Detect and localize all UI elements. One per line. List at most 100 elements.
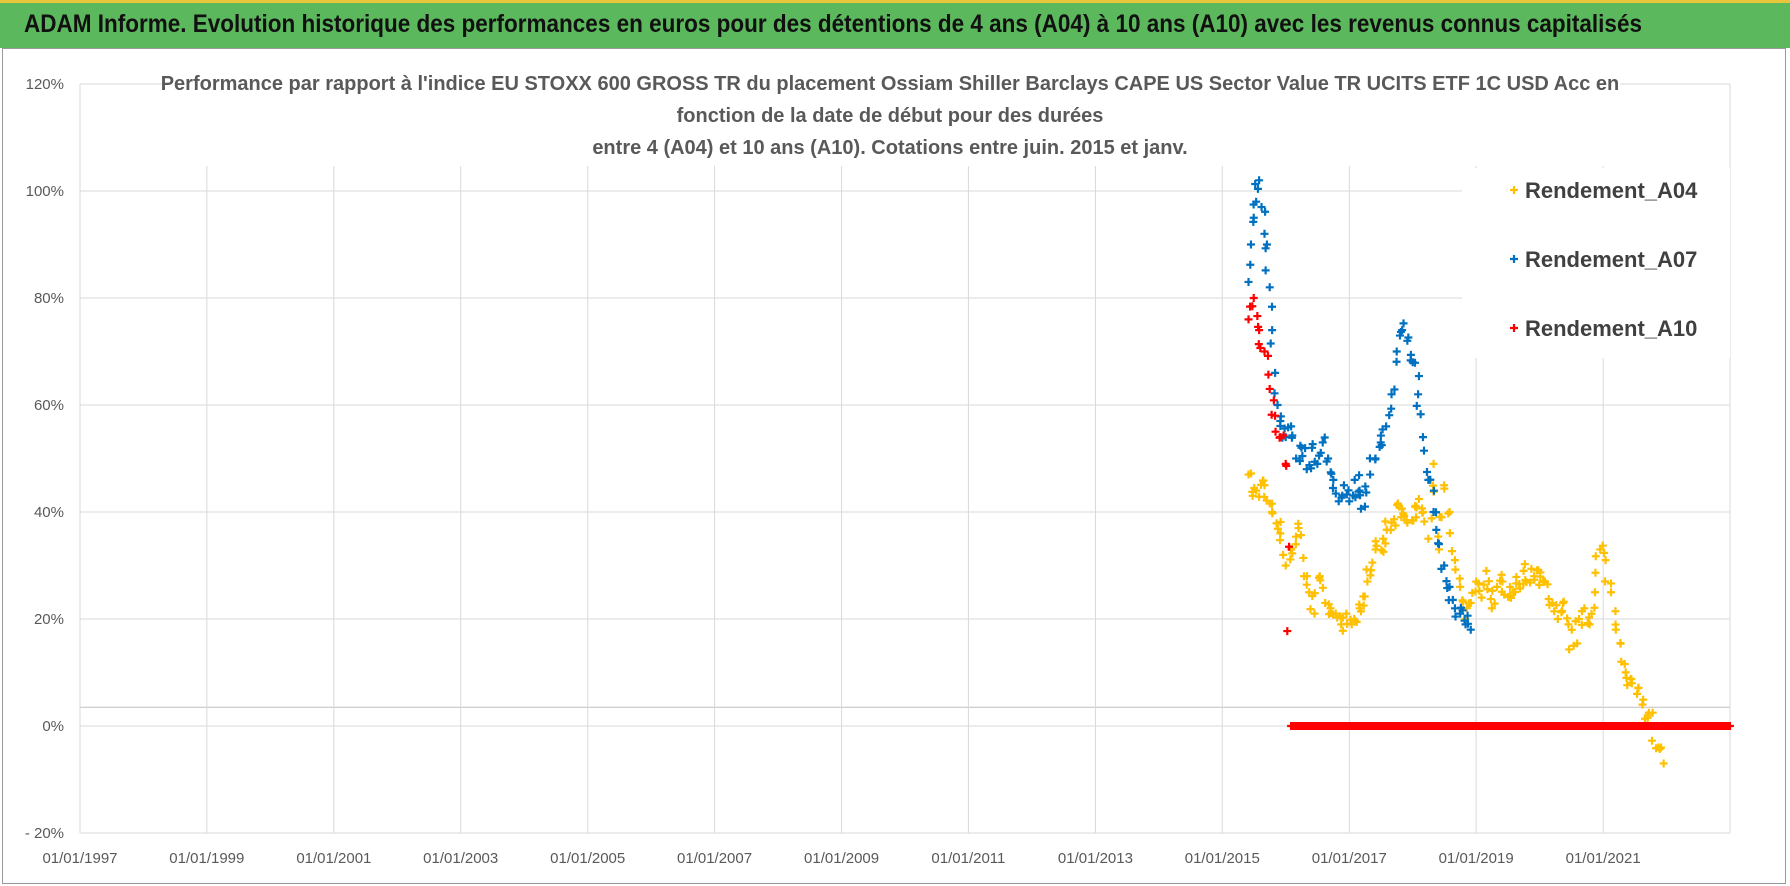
- data-point: [1271, 427, 1280, 436]
- data-point: [1246, 240, 1255, 249]
- data-point: [1257, 203, 1266, 212]
- data-point: [1484, 577, 1493, 586]
- data-point: [1392, 357, 1401, 366]
- data-point: [1486, 595, 1495, 604]
- data-point: [1440, 561, 1449, 570]
- data-point: [1418, 508, 1427, 517]
- data-point: [1567, 625, 1576, 634]
- legend-marker: [1510, 255, 1518, 263]
- data-point: [1585, 620, 1594, 629]
- data-point: [1444, 509, 1453, 518]
- chart-frame: [2, 48, 1786, 884]
- title-backdrop: [170, 66, 1620, 166]
- data-point: [1255, 326, 1264, 335]
- data-point: [1249, 213, 1258, 222]
- data-point: [1331, 609, 1340, 618]
- data-point: [1416, 410, 1425, 419]
- data-point: [1302, 572, 1311, 581]
- y-tick-label: - 20%: [25, 825, 64, 842]
- data-point: [1458, 596, 1467, 605]
- data-point: [1466, 625, 1475, 634]
- chart-title-line: fonction de la date de début pour des du…: [677, 105, 1104, 127]
- data-point: [1331, 489, 1340, 498]
- x-tick-label: 01/01/2001: [296, 850, 371, 867]
- data-point: [1456, 582, 1465, 591]
- data-point: [1281, 561, 1290, 570]
- data-point: [1261, 266, 1270, 275]
- data-point: [1286, 555, 1295, 564]
- chart-title-line: Performance par rapport à l'indice EU ST…: [161, 73, 1620, 95]
- data-point: [1296, 531, 1305, 540]
- data-point: [1434, 539, 1443, 548]
- data-point: [1506, 582, 1515, 591]
- data-point: [1371, 537, 1380, 546]
- data-point: [1548, 598, 1557, 607]
- data-point: [1342, 609, 1351, 618]
- data-point: [1412, 503, 1421, 512]
- data-point: [1398, 326, 1407, 335]
- data-point: [1355, 471, 1364, 480]
- data-point: [1270, 389, 1279, 398]
- data-point: [1266, 339, 1275, 348]
- data-points: [1244, 176, 1734, 768]
- data-point: [1483, 585, 1492, 594]
- data-point: [1577, 620, 1586, 629]
- data-point: [1429, 486, 1438, 495]
- data-point: [1382, 422, 1391, 431]
- data-point: [1591, 552, 1600, 561]
- data-point: [1359, 592, 1368, 601]
- data-point: [1534, 566, 1543, 575]
- data-point: [1288, 549, 1297, 558]
- x-tick-label: 01/01/2009: [804, 850, 879, 867]
- data-point: [1601, 577, 1609, 586]
- data-point: [1431, 508, 1440, 517]
- data-point: [1559, 597, 1568, 606]
- data-point: [1294, 524, 1303, 533]
- x-tick-label: 01/01/2013: [1058, 850, 1133, 867]
- data-point: [1313, 459, 1322, 468]
- data-point: [1387, 404, 1396, 413]
- legend-backdrop: [1462, 168, 1730, 358]
- data-point: [1299, 553, 1308, 562]
- data-point: [1463, 611, 1472, 620]
- x-tick-label: 01/01/2007: [677, 850, 752, 867]
- data-point: [1492, 582, 1501, 591]
- data-point: [1351, 617, 1360, 626]
- data-point: [1564, 620, 1573, 629]
- data-point: [1543, 580, 1552, 589]
- data-point: [1455, 574, 1464, 583]
- data-point: [1500, 590, 1509, 599]
- data-point: [1590, 588, 1599, 597]
- data-point: [1506, 592, 1515, 601]
- data-point: [1381, 539, 1390, 548]
- data-point: [1392, 347, 1401, 356]
- data-point: [1363, 577, 1372, 586]
- data-point: [1442, 577, 1451, 586]
- y-tick-label: 100%: [26, 183, 64, 200]
- data-point: [1655, 744, 1664, 753]
- data-point: [1638, 700, 1647, 709]
- data-point: [1563, 614, 1572, 623]
- data-point: [1291, 540, 1300, 549]
- data-point: [1659, 759, 1668, 768]
- data-point: [1488, 586, 1497, 595]
- data-point: [1262, 496, 1271, 505]
- data-point: [1466, 598, 1475, 607]
- data-point: [1344, 486, 1353, 495]
- data-point: [1427, 514, 1436, 523]
- data-point: [1260, 347, 1269, 356]
- data-point: [1271, 368, 1280, 377]
- data-point: [1437, 513, 1446, 522]
- data-point: [1400, 511, 1409, 520]
- data-point: [1606, 588, 1615, 597]
- data-point: [1536, 572, 1545, 581]
- data-point: [1414, 495, 1423, 504]
- data-point: [1418, 433, 1427, 442]
- data-point: [1273, 524, 1282, 533]
- data-point: [1362, 488, 1371, 497]
- data-point: [1268, 509, 1277, 518]
- data-point: [1647, 736, 1656, 745]
- data-point: [1318, 438, 1327, 447]
- data-point: [1633, 689, 1642, 698]
